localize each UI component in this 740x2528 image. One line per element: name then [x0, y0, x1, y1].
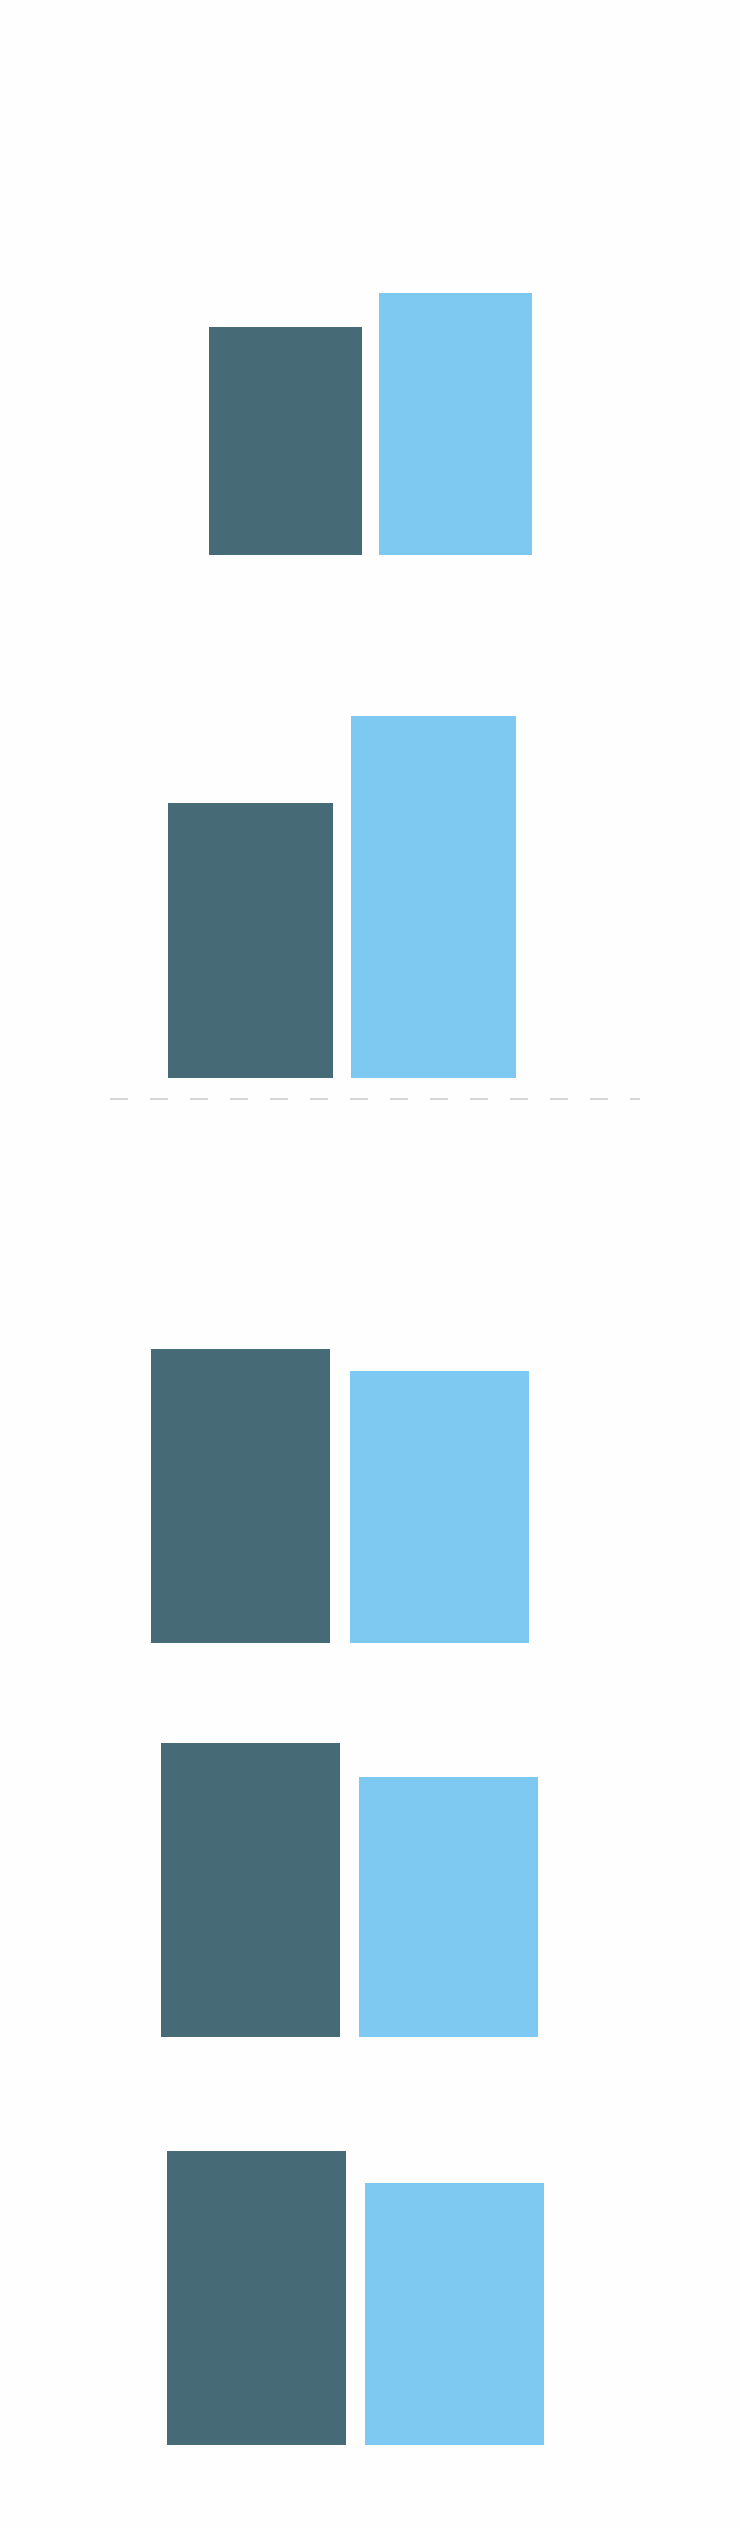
- bar-chart2-series1: [168, 803, 333, 1078]
- bar-chart-panel-5: [167, 2151, 544, 2445]
- bar-chart4-series1: [161, 1743, 340, 2037]
- bar-chart2-series2: [351, 716, 516, 1078]
- bar-chart3-series1: [151, 1349, 330, 1643]
- bar-chart5-series1: [167, 2151, 346, 2445]
- bar-chart3-series2: [350, 1371, 529, 1643]
- bar-chart-panel-4: [161, 1743, 538, 2037]
- bar-chart5-series2: [365, 2183, 544, 2445]
- bar-chart4-series2: [359, 1777, 538, 2037]
- bar-chart-panel-3: [151, 1349, 529, 1643]
- bar-chart1-series2: [379, 293, 532, 555]
- bar-chart1-series1: [209, 327, 362, 555]
- bar-chart-panel-1: [209, 293, 532, 555]
- bar-chart-panel-2: [168, 716, 516, 1078]
